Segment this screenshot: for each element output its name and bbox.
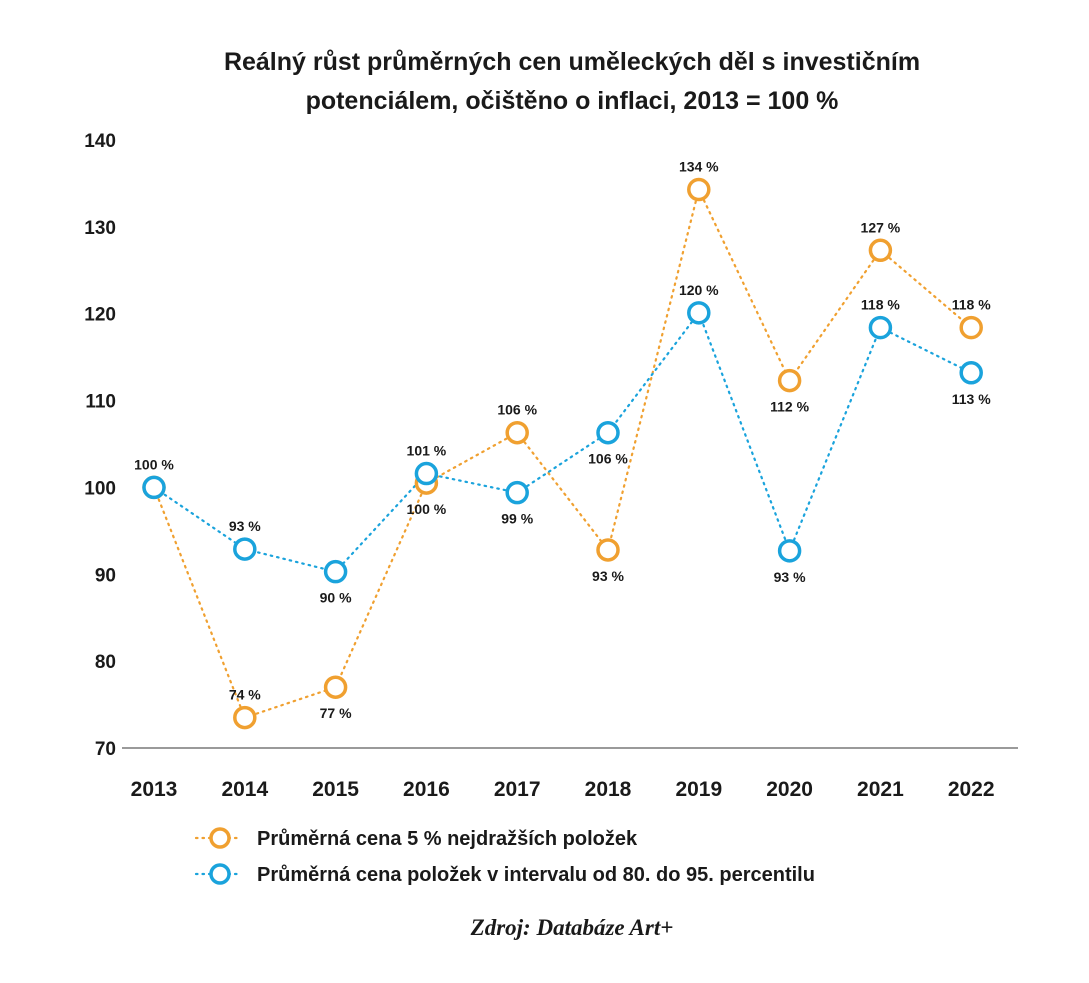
data-label: 118 % (952, 297, 991, 313)
y-tick-label: 140 (84, 131, 116, 152)
x-tick-label: 2022 (948, 778, 995, 801)
data-point (868, 315, 893, 340)
data-point (687, 177, 711, 202)
data-label: 93 % (229, 518, 261, 534)
series-line (152, 310, 973, 573)
plot-area (142, 177, 983, 730)
data-point (233, 537, 257, 561)
x-tick-label: 2021 (857, 778, 904, 801)
y-tick-label: 80 (95, 652, 116, 673)
x-tick-label: 2017 (494, 778, 541, 801)
x-tick-label: 2018 (585, 778, 632, 801)
data-label: 101 % (407, 443, 447, 459)
data-label: 99 % (501, 511, 533, 527)
data-point (505, 480, 529, 505)
x-tick-label: 2019 (675, 778, 722, 801)
x-tick-label: 2014 (221, 778, 268, 801)
data-point (687, 301, 711, 325)
data-label: 113 % (952, 391, 991, 407)
y-tick-label: 90 (95, 565, 116, 586)
data-label: 112 % (770, 399, 809, 415)
data-point (505, 420, 529, 445)
chart-title: Reálný růst průměrných cen uměleckých dě… (224, 48, 920, 115)
legend-label: Průměrná cena 5 % nejdražších položek (257, 828, 638, 850)
chart-title-line-1: Reálný růst průměrných cen uměleckých dě… (224, 48, 920, 76)
data-label: 106 % (497, 402, 537, 418)
data-point (959, 315, 983, 340)
data-label: 106 % (588, 451, 628, 467)
y-axis: 70 80 90 100 110 120 130 140 (84, 131, 116, 760)
legend-label: Průměrná cena položek v intervalu od 80.… (257, 864, 815, 886)
data-label: 93 % (592, 568, 624, 584)
x-tick-label: 2015 (312, 778, 359, 801)
x-axis: 2013 2014 2015 2016 2017 2018 2019 2020 2021 2022 (122, 747, 1018, 801)
data-point (414, 461, 439, 486)
y-tick-label: 120 (84, 305, 116, 326)
data-point (596, 420, 620, 445)
y-tick-label: 130 (84, 218, 116, 239)
data-point (959, 361, 983, 385)
data-point (233, 705, 257, 730)
series-line (152, 186, 973, 719)
data-label: 100 % (407, 501, 447, 517)
x-tick-label: 2016 (403, 778, 450, 801)
legend-marker (209, 863, 231, 885)
y-tick-label: 70 (95, 739, 116, 760)
data-label: 134 % (679, 159, 719, 175)
data-label: 77 % (320, 705, 352, 721)
data-labels: 100 % 74 % 77 % 100 % 106 % 93 % 134 % 112 % 127… (134, 159, 991, 722)
y-tick-label: 100 (84, 478, 116, 499)
y-tick-label: 110 (85, 392, 116, 413)
data-point (777, 368, 802, 393)
data-label: 74 % (229, 687, 261, 703)
x-tick-label: 2020 (766, 778, 813, 801)
data-label: 118 % (861, 297, 900, 313)
data-point (142, 475, 166, 500)
data-point (777, 539, 802, 563)
data-label: 93 % (774, 569, 806, 585)
data-label: 120 % (679, 282, 719, 298)
data-point (868, 238, 893, 263)
chart-title-line-2: potenciálem, očištěno o inflaci, 2013 = … (306, 87, 839, 115)
data-label: 100 % (134, 456, 174, 472)
data-point (596, 538, 620, 562)
data-point (323, 675, 348, 699)
data-label: 90 % (320, 590, 352, 606)
legend: Průměrná cena 5 % nejdražších položek Prů… (194, 827, 815, 886)
legend-marker (209, 827, 231, 849)
source-note: Zdroj: Databáze Art+ (470, 915, 674, 940)
data-point (323, 559, 348, 584)
data-label: 127 % (861, 219, 901, 235)
x-tick-label: 2013 (131, 778, 178, 801)
